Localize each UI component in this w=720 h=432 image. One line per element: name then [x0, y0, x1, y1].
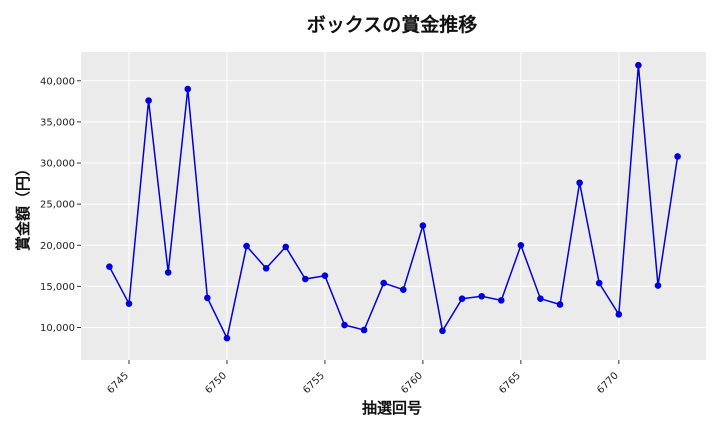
plot-area — [81, 52, 706, 360]
data-point — [262, 264, 270, 272]
data-point — [360, 326, 368, 334]
data-point — [204, 294, 211, 302]
y-axis-label: 賞金額（円） — [14, 161, 32, 251]
data-point — [164, 269, 172, 276]
data-point — [635, 61, 642, 69]
y-tick-label: 10,000 — [40, 323, 75, 334]
data-point — [243, 242, 250, 250]
y-tick-label: 15,000 — [40, 282, 75, 293]
data-point — [439, 327, 446, 335]
x-tick-label: 6760 — [399, 370, 425, 396]
data-point — [674, 153, 681, 160]
data-point — [556, 301, 564, 308]
data-point — [380, 279, 388, 287]
y-tick-label: 30,000 — [40, 159, 75, 170]
x-axis-label: 抽選回号 — [362, 399, 422, 417]
series-points — [106, 61, 681, 342]
y-tick-label: 40,000 — [40, 76, 75, 87]
data-point — [576, 179, 583, 187]
x-tick-label: 6755 — [301, 370, 327, 396]
x-tick-label: 6765 — [497, 370, 523, 396]
chart-title: ボックスの賞金推移 — [307, 13, 477, 36]
data-point — [223, 334, 231, 342]
data-point — [184, 85, 192, 93]
data-point — [595, 279, 603, 287]
y-axis-ticks: 10,000 15,000 20,000 25,000 30,000 35,000 40,0… — [40, 76, 81, 334]
data-point — [341, 321, 348, 329]
data-point — [615, 311, 623, 318]
data-point — [654, 282, 662, 289]
data-point — [321, 272, 329, 280]
data-point — [145, 97, 152, 104]
x-tick-label: 6770 — [595, 370, 621, 396]
data-point — [497, 297, 505, 304]
y-tick-label: 25,000 — [40, 200, 75, 211]
data-point — [517, 241, 525, 249]
series-line — [108, 65, 679, 341]
y-tick-label: 35,000 — [40, 117, 75, 128]
x-tick-label: 6750 — [203, 370, 229, 396]
data-point — [125, 300, 133, 307]
data-point — [458, 295, 466, 303]
data-point — [537, 295, 544, 303]
data-point — [302, 275, 309, 283]
data-point — [419, 222, 427, 229]
x-tick-label: 6745 — [105, 370, 131, 396]
data-point — [399, 286, 407, 293]
data-point — [478, 292, 485, 300]
data-point — [106, 263, 113, 270]
y-tick-label: 20,000 — [40, 241, 75, 252]
x-axis-ticks: 6745 6750 6755 6760 6765 6770 — [105, 360, 621, 396]
data-point — [282, 243, 290, 251]
